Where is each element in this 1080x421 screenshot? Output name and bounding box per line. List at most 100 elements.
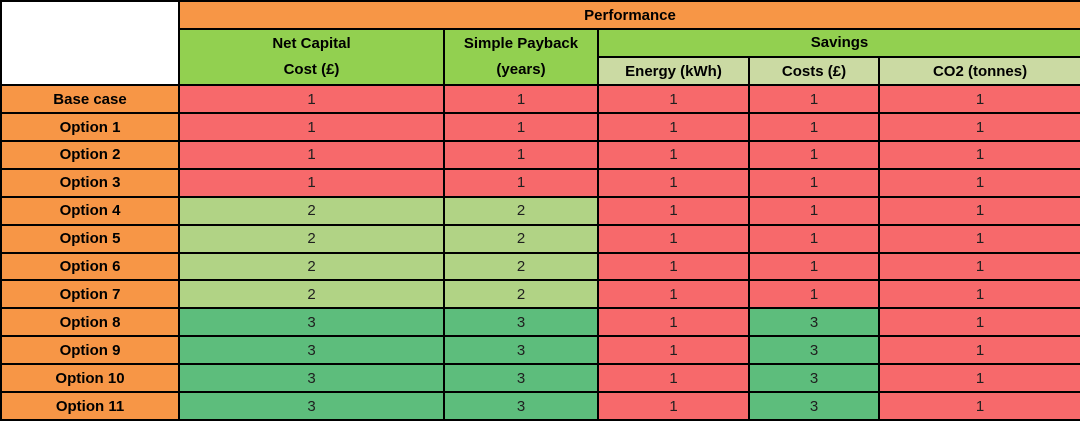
score-cell: 2 (178, 251, 445, 282)
score-cell: 1 (597, 195, 750, 226)
payback-line1: Simple Payback (463, 34, 579, 52)
score-cell: 2 (178, 279, 445, 310)
score-cell: 3 (443, 363, 599, 394)
score-cell: 1 (877, 363, 1080, 394)
score-cell: 1 (748, 140, 880, 170)
score-cell: 1 (443, 84, 599, 115)
score-cell: 1 (443, 112, 599, 143)
score-cell: 2 (178, 195, 445, 226)
score-cell: 2 (178, 223, 445, 254)
score-cell: 3 (748, 335, 880, 366)
savings-group-header: Savings (596, 27, 1080, 59)
score-cell: 1 (178, 84, 445, 115)
score-cell: 1 (748, 195, 880, 226)
score-cell: 1 (877, 391, 1080, 421)
score-cell: 2 (443, 195, 599, 226)
score-cell: 1 (748, 167, 880, 198)
score-cell: 3 (178, 363, 445, 394)
score-cell: 1 (443, 140, 599, 170)
score-cell: 1 (178, 167, 445, 198)
score-cell: 1 (877, 335, 1080, 366)
score-cell: 3 (443, 391, 599, 421)
row-label: Option 7 (0, 279, 180, 310)
score-cell: 1 (877, 112, 1080, 143)
score-cell: 3 (748, 363, 880, 394)
score-cell: 1 (597, 391, 750, 421)
score-cell: 1 (748, 84, 880, 115)
score-cell: 1 (597, 112, 750, 143)
corner-blank-cell (0, 0, 180, 87)
row-label: Option 5 (0, 223, 180, 254)
score-cell: 3 (748, 307, 880, 338)
row-label: Option 6 (0, 251, 180, 282)
simple-payback-header: Simple Payback (years) (443, 27, 599, 87)
row-label: Option 3 (0, 167, 180, 198)
score-cell: 1 (597, 223, 750, 254)
header-row-groups: Net Capital Cost (£) Simple Payback (years… (1, 27, 1080, 87)
score-cell: 1 (877, 223, 1080, 254)
score-cell: 1 (597, 140, 750, 170)
net-capital-cost-header: Net Capital Cost (£) (178, 27, 445, 87)
header-row-savings: Energy (kWh) Costs (£) CO2 (tonnes) (1, 56, 1080, 87)
score-cell: 1 (178, 140, 445, 170)
row-label: Base case (0, 84, 180, 115)
score-cell: 3 (748, 391, 880, 421)
score-cell: 1 (877, 307, 1080, 338)
row-label: Option 8 (0, 307, 180, 338)
score-cell: 2 (443, 223, 599, 254)
score-cell: 1 (597, 279, 750, 310)
payback-line2: (years) (496, 61, 546, 79)
score-cell: 1 (443, 167, 599, 198)
score-cell: 1 (597, 251, 750, 282)
header-row-performance: Performance (0, 0, 1080, 87)
table-row: Option 10 3 3 1 3 1 (0, 363, 1080, 394)
score-cell: 1 (877, 195, 1080, 226)
score-cell: 1 (877, 279, 1080, 310)
energy-column-header: Energy (kWh) (597, 56, 750, 87)
score-cell: 1 (748, 279, 880, 310)
performance-group-header: Performance (177, 0, 1080, 30)
row-label: Option 10 (0, 363, 180, 394)
table-row: Option 11 3 3 1 3 1 (0, 391, 1080, 421)
score-cell: 1 (597, 307, 750, 338)
score-cell: 1 (877, 251, 1080, 282)
score-cell: 1 (877, 84, 1080, 115)
score-cell: 1 (748, 251, 880, 282)
score-cell: 1 (748, 223, 880, 254)
net-capital-line2: Cost (£) (283, 61, 340, 79)
score-cell: 1 (597, 84, 750, 115)
table-row: Base case 1 1 1 1 1 (0, 84, 1080, 115)
score-cell: 3 (443, 335, 599, 366)
score-cell: 1 (597, 167, 750, 198)
score-cell: 3 (178, 307, 445, 338)
score-cell: 2 (443, 251, 599, 282)
co2-column-header: CO2 (tonnes) (877, 56, 1080, 87)
row-label: Option 4 (0, 195, 180, 226)
row-label: Option 1 (0, 112, 180, 143)
score-cell: 1 (178, 112, 445, 143)
score-cell: 3 (178, 391, 445, 421)
score-cell: 1 (877, 140, 1080, 170)
row-label: Option 9 (0, 335, 180, 366)
score-cell: 3 (178, 335, 445, 366)
row-label: Option 2 (0, 140, 180, 170)
costs-column-header: Costs (£) (748, 56, 880, 87)
score-cell: 1 (748, 112, 880, 143)
net-capital-line1: Net Capital (272, 34, 351, 52)
row-label: Option 11 (0, 391, 180, 421)
score-cell: 3 (443, 307, 599, 338)
score-cell: 1 (597, 335, 750, 366)
score-cell: 1 (597, 363, 750, 394)
